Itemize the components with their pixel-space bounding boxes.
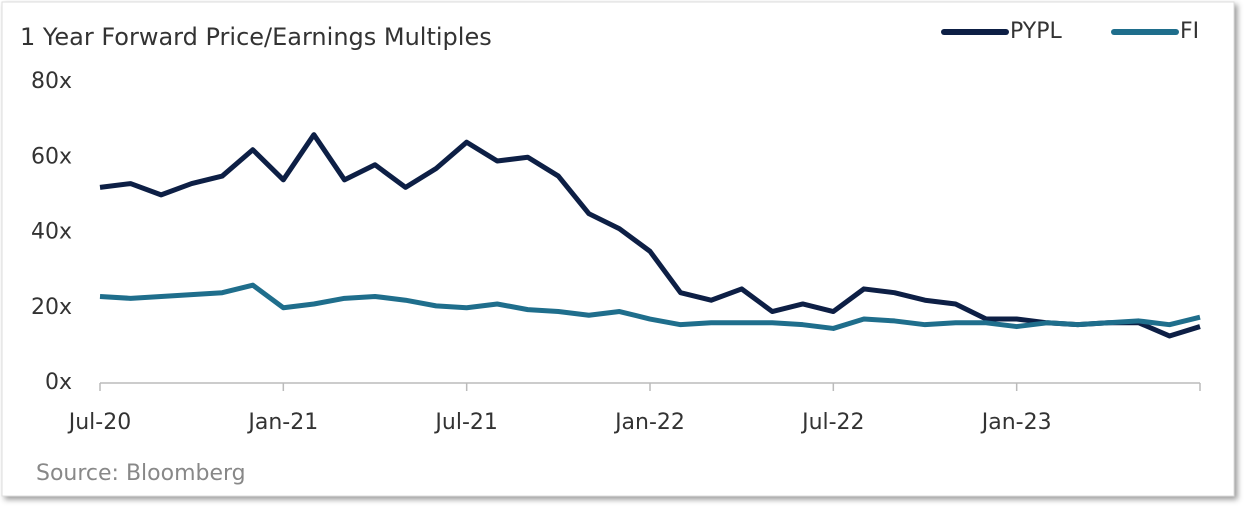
x-tick-label: Jul-21 xyxy=(433,410,497,435)
x-tick-label: Jul-22 xyxy=(800,410,864,435)
series-line xyxy=(99,132,1201,339)
chart-title: 1 Year Forward Price/Earnings Multiples xyxy=(20,23,492,51)
card xyxy=(1,1,1235,497)
y-tick-label: 60x xyxy=(31,144,72,169)
source: Source: Bloomberg xyxy=(36,461,246,486)
x-tick-label: Jan-21 xyxy=(246,410,318,435)
y-tick-label: 80x xyxy=(31,69,72,94)
legend-label: FI xyxy=(1180,19,1199,44)
y-tick-label: 40x xyxy=(31,220,72,245)
x-tick-label: Jul-20 xyxy=(67,410,131,435)
y-tick-label: 0x xyxy=(45,370,72,395)
series-line xyxy=(99,282,1201,331)
y-tick-label: 20x xyxy=(31,295,72,320)
legend-label: PYPL xyxy=(1010,19,1062,44)
x-tick-label: Jan-22 xyxy=(613,410,685,435)
x-tick-label: Jan-23 xyxy=(980,410,1052,435)
